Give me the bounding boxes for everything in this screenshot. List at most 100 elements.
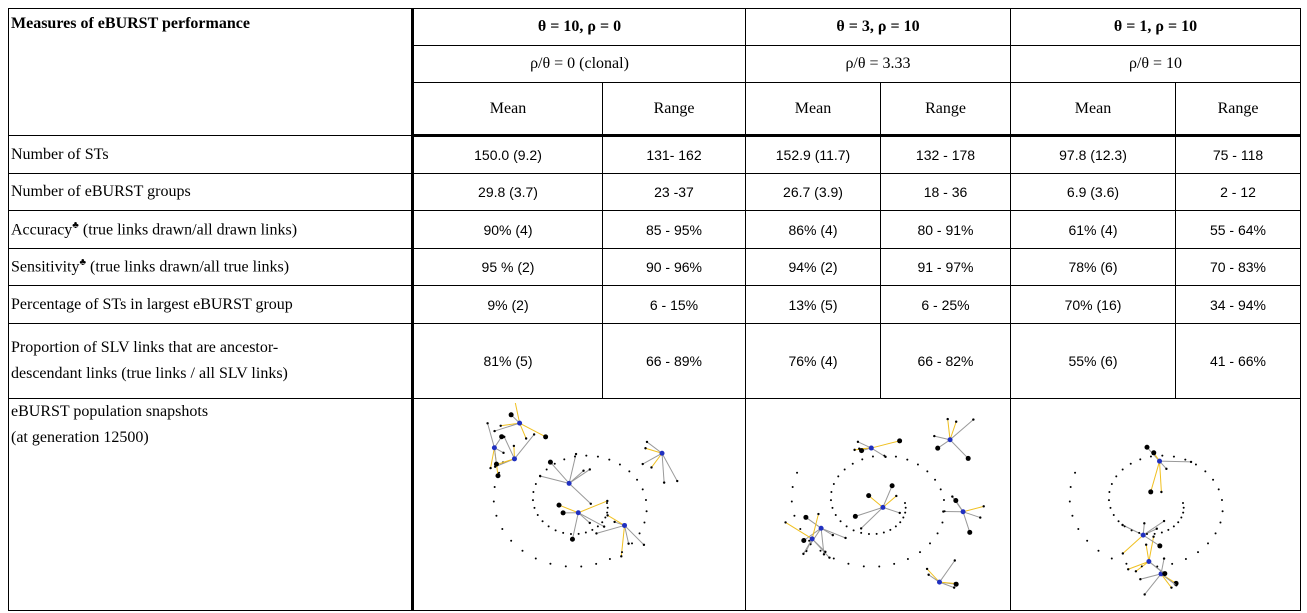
node [620, 555, 622, 557]
label-note: (true links drawn/all drawn links) [83, 221, 297, 238]
node [1157, 459, 1162, 464]
column-header: Mean [413, 83, 603, 136]
link [883, 507, 900, 513]
node [859, 448, 864, 453]
value-cell: 76% (4) [746, 324, 881, 399]
node [1110, 483, 1112, 485]
node [584, 531, 586, 533]
node [937, 532, 939, 534]
node [869, 446, 874, 451]
value-cell: 94% (2) [746, 249, 881, 286]
node [636, 479, 638, 481]
value-cell: 150.0 (9.2) [413, 136, 603, 174]
node [606, 502, 608, 504]
node [1134, 570, 1136, 572]
node [577, 533, 579, 535]
row-label: Sensitivity♣ (true links drawn/all true … [9, 249, 413, 286]
label-text: eBURST population snapshots [11, 403, 208, 420]
node [1149, 456, 1151, 458]
node [1182, 502, 1184, 504]
node [1115, 475, 1117, 477]
node [857, 441, 859, 443]
node [595, 532, 597, 534]
node [897, 438, 902, 443]
node [641, 463, 643, 465]
value-cell: 66 - 89% [603, 324, 746, 399]
node [860, 532, 862, 534]
node [853, 529, 855, 531]
node [907, 558, 909, 560]
node [606, 512, 608, 514]
node [824, 551, 826, 553]
node [844, 537, 846, 539]
node [589, 503, 591, 505]
node [935, 446, 940, 451]
node [1126, 568, 1128, 570]
row-label: Number of eBURST groups [9, 174, 413, 211]
link [963, 512, 980, 518]
node [953, 586, 955, 588]
node [883, 455, 885, 457]
node [1069, 486, 1071, 488]
node [596, 456, 598, 458]
node [1071, 515, 1073, 517]
node [953, 498, 958, 503]
node [803, 515, 808, 520]
node [569, 537, 574, 542]
node [1175, 584, 1177, 586]
label-text: Number of eBURST groups [11, 183, 191, 200]
node [638, 532, 640, 534]
node [872, 456, 874, 458]
label-text: Accuracy [11, 221, 72, 238]
node [793, 515, 795, 517]
node [553, 463, 555, 465]
value-cell: 90% (4) [413, 211, 603, 249]
node [608, 459, 610, 461]
node [796, 472, 798, 474]
row-label: Percentage of STs in largest eBURST grou… [9, 286, 413, 324]
node [833, 557, 835, 559]
link [490, 448, 494, 468]
node [493, 430, 495, 432]
link [645, 448, 662, 453]
node [1140, 533, 1145, 538]
node [1139, 458, 1141, 460]
node [802, 553, 804, 555]
node [1162, 557, 1164, 559]
node [904, 502, 906, 504]
node [1155, 528, 1157, 530]
node [832, 534, 834, 536]
label-text: Sensitivity [11, 259, 79, 276]
node [868, 533, 870, 535]
link [806, 517, 821, 528]
node [1182, 512, 1184, 514]
group-ratio: ρ/θ = 3.33 [746, 46, 1011, 83]
node [595, 563, 597, 565]
node [889, 529, 891, 531]
node [937, 580, 942, 585]
column-header: Mean [746, 83, 881, 136]
node [983, 505, 985, 507]
node [926, 470, 928, 472]
node [1145, 533, 1147, 535]
node [1138, 532, 1140, 534]
node [899, 512, 901, 514]
link [494, 423, 519, 431]
node [853, 514, 858, 519]
node [601, 521, 603, 523]
value-cell: 6 - 15% [603, 286, 746, 324]
link [963, 506, 984, 511]
node [1212, 479, 1214, 481]
label-mark: ♣ [72, 220, 79, 231]
node [830, 491, 832, 493]
node [1189, 461, 1191, 463]
node [835, 514, 837, 516]
data-row: eBURST population snapshots(at generatio… [9, 399, 1301, 611]
row-label: Number of STs [9, 136, 413, 174]
node [1161, 455, 1163, 457]
node [927, 574, 929, 576]
node [588, 522, 590, 524]
value-cell: 34 - 94% [1176, 286, 1301, 324]
snapshot-cell [1011, 399, 1301, 611]
